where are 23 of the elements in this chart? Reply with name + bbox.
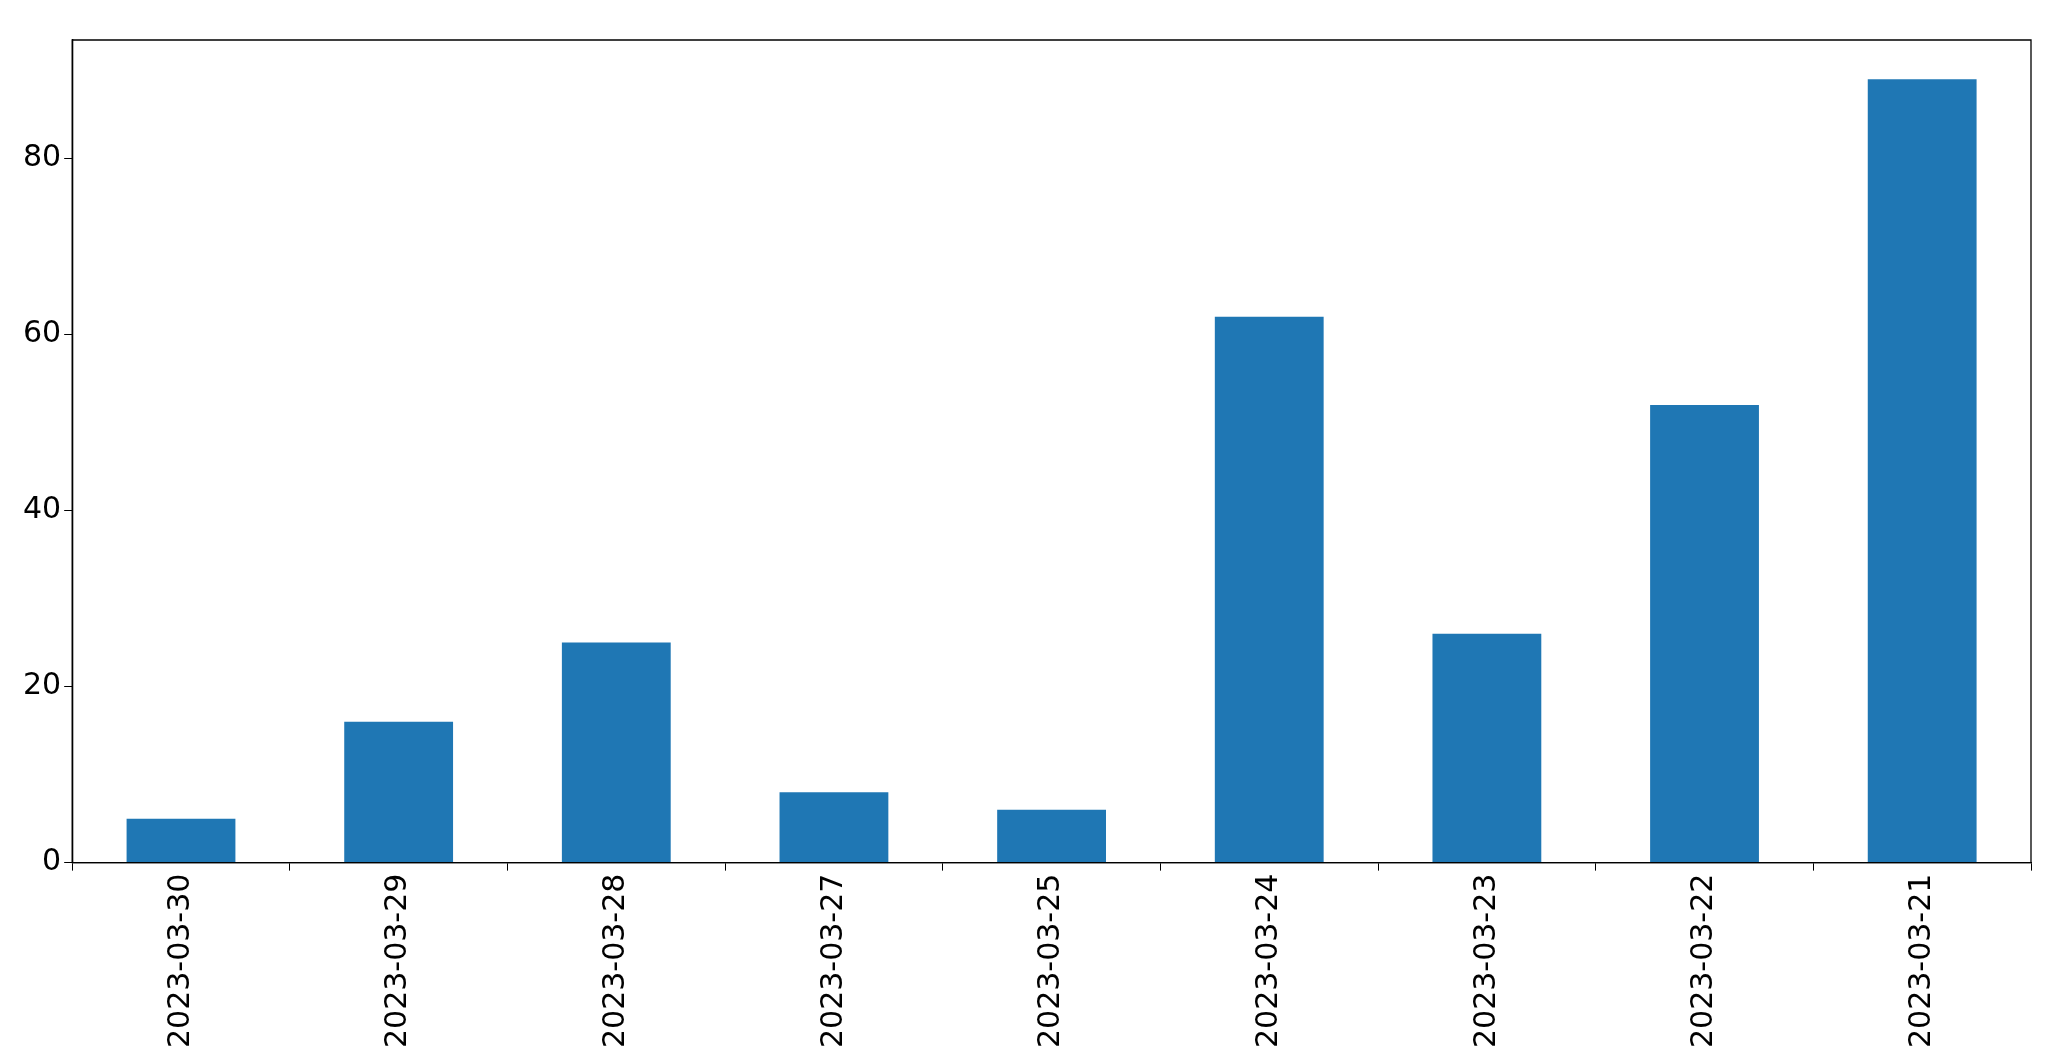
x-tick-label: 2023-03-24	[1249, 873, 1285, 1049]
y-tick-label: 80	[22, 138, 62, 174]
x-tick-label: 2023-03-23	[1466, 873, 1502, 1049]
bar	[126, 818, 236, 863]
y-tick-label: 0	[42, 842, 62, 878]
y-tick-label: 60	[22, 314, 62, 350]
bar	[1867, 79, 1977, 863]
x-tick-label: 2023-03-25	[1031, 873, 1067, 1049]
bar	[1650, 404, 1759, 863]
x-tick-label: 2023-03-30	[160, 873, 196, 1049]
x-tick-label: 2023-03-21	[1901, 873, 1937, 1049]
y-tick-label: 40	[22, 490, 62, 526]
bar	[1214, 316, 1324, 863]
x-tick-label: 2023-03-22	[1684, 873, 1720, 1049]
bar	[779, 792, 889, 863]
x-tick-label: 2023-03-28	[596, 873, 632, 1049]
bar	[997, 809, 1106, 863]
y-tick-label: 20	[22, 666, 62, 702]
x-tick-label: 2023-03-27	[813, 873, 849, 1049]
x-tick-label: 2023-03-29	[378, 873, 414, 1049]
bar	[344, 721, 454, 863]
bar	[1432, 633, 1542, 863]
bar	[561, 642, 671, 863]
